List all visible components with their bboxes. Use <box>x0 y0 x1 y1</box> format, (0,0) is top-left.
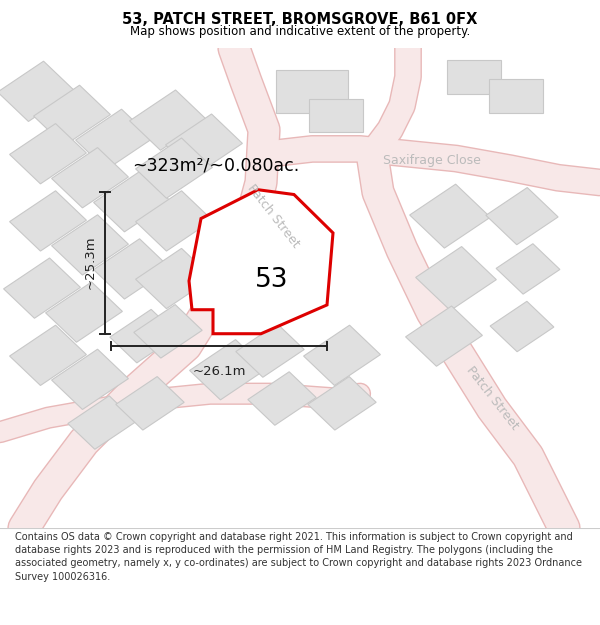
Polygon shape <box>52 215 128 275</box>
Polygon shape <box>496 244 560 294</box>
Polygon shape <box>94 172 170 232</box>
Polygon shape <box>166 114 242 174</box>
Polygon shape <box>136 248 212 309</box>
Polygon shape <box>76 109 152 169</box>
Polygon shape <box>34 85 110 146</box>
Polygon shape <box>0 61 74 121</box>
Polygon shape <box>309 99 363 132</box>
Polygon shape <box>489 79 543 113</box>
Text: Patch Street: Patch Street <box>463 364 521 432</box>
Polygon shape <box>304 325 380 386</box>
Polygon shape <box>52 349 128 409</box>
Polygon shape <box>190 339 266 400</box>
Text: ~26.1m: ~26.1m <box>192 365 246 378</box>
Polygon shape <box>116 377 184 430</box>
Polygon shape <box>46 282 122 342</box>
Text: 53: 53 <box>256 268 289 294</box>
Text: ~323m²/~0.080ac.: ~323m²/~0.080ac. <box>132 157 299 175</box>
Polygon shape <box>136 191 212 251</box>
Polygon shape <box>248 372 316 425</box>
Text: Map shows position and indicative extent of the property.: Map shows position and indicative extent… <box>130 24 470 38</box>
Polygon shape <box>236 324 304 378</box>
Polygon shape <box>490 301 554 352</box>
Text: ~25.3m: ~25.3m <box>83 236 97 289</box>
Polygon shape <box>410 184 490 248</box>
Polygon shape <box>52 148 128 208</box>
Polygon shape <box>130 90 206 150</box>
Polygon shape <box>276 70 348 113</box>
Text: 53, PATCH STREET, BROMSGROVE, B61 0FX: 53, PATCH STREET, BROMSGROVE, B61 0FX <box>122 12 478 27</box>
Polygon shape <box>10 124 86 184</box>
Polygon shape <box>189 190 333 334</box>
Polygon shape <box>68 396 136 449</box>
Polygon shape <box>134 304 202 358</box>
Text: Contains OS data © Crown copyright and database right 2021. This information is : Contains OS data © Crown copyright and d… <box>15 532 582 582</box>
Polygon shape <box>10 325 86 386</box>
Polygon shape <box>10 191 86 251</box>
Polygon shape <box>416 246 496 311</box>
Polygon shape <box>406 306 482 366</box>
Text: Patch Street: Patch Street <box>244 182 302 251</box>
Polygon shape <box>4 258 80 318</box>
Polygon shape <box>94 239 170 299</box>
Text: Saxifrage Close: Saxifrage Close <box>383 154 481 168</box>
Polygon shape <box>447 60 501 94</box>
Polygon shape <box>136 138 212 198</box>
Polygon shape <box>110 309 178 363</box>
Polygon shape <box>308 377 376 430</box>
Polygon shape <box>486 188 558 245</box>
